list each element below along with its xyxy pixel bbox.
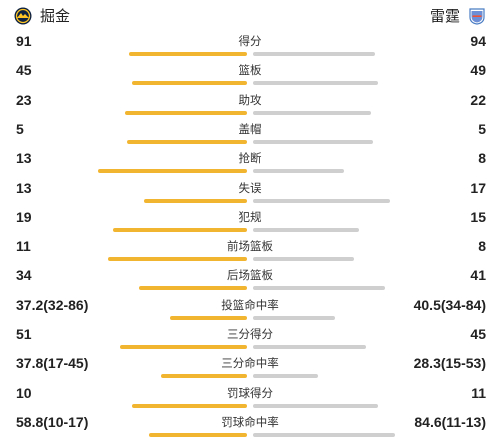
home-stat-value: 11: [16, 238, 31, 255]
stat-label: 抢断: [238, 151, 262, 166]
home-stat-bar: [149, 432, 247, 437]
away-stat-value: 49: [470, 62, 486, 79]
away-stat-bar: [253, 110, 371, 115]
away-stat-bar: [253, 257, 354, 262]
away-stat-value: 45: [470, 326, 486, 342]
home-stat-bar: [132, 81, 247, 86]
away-stat-value: 5: [478, 120, 486, 137]
home-stat-value: 58.8(10-17): [16, 413, 89, 430]
away-stat-bar: [253, 52, 375, 56]
home-stat-value: 45: [16, 62, 32, 79]
stat-label: 投篮命中率: [221, 297, 279, 312]
nuggets-logo-icon: [14, 7, 32, 25]
away-stat-value: 28.3(15-53): [413, 355, 486, 372]
away-team-name: 雷霆: [429, 7, 460, 25]
stat-label: 失误: [238, 180, 262, 195]
stat-row: 23 助攻 22: [0, 89, 500, 118]
home-stat-bar: [127, 139, 247, 144]
home-stat-bar: [161, 374, 247, 379]
stat-row: 13 抢断 8: [0, 147, 500, 176]
away-stat-value: 11: [471, 384, 486, 401]
home-stat-bar: [139, 286, 247, 291]
stat-row: 10 罚球得分 11: [0, 382, 500, 411]
home-stat-bar: [132, 403, 247, 408]
stat-label: 后场篮板: [227, 268, 273, 283]
home-stat-value: 13: [16, 179, 32, 196]
stat-row: 13 失误 17: [0, 177, 500, 206]
stat-label: 罚球得分: [227, 385, 273, 400]
stat-row: 34 后场篮板 41: [0, 264, 500, 293]
home-stat-value: 37.8(17-45): [16, 355, 89, 372]
stat-row: 5 盖帽 5: [0, 118, 500, 147]
away-stat-bar: [253, 374, 318, 379]
home-stat-value: 37.2(32-86): [16, 296, 89, 313]
stat-row: 58.8(10-17) 罚球命中率 84.6(11-13): [0, 411, 500, 440]
home-stat-value: 10: [16, 384, 32, 401]
home-stat-bar: [129, 52, 247, 56]
stat-row: 45 篮板 49: [0, 59, 500, 88]
away-stat-value: 41: [470, 267, 486, 284]
home-stat-bar: [120, 345, 247, 349]
home-team-name: 掘金: [40, 7, 71, 25]
away-stat-value: 94: [470, 33, 486, 49]
home-stat-value: 91: [16, 33, 32, 49]
away-stat-bar: [253, 169, 344, 174]
stat-row: 37.8(17-45) 三分命中率 28.3(15-53): [0, 352, 500, 381]
home-stat-value: 23: [16, 91, 32, 108]
away-stat-bar: [253, 139, 373, 144]
stat-row: 51 三分得分 45: [0, 323, 500, 352]
stat-row: 37.2(32-86) 投篮命中率 40.5(34-84): [0, 294, 500, 323]
away-stat-bar: [253, 227, 359, 232]
away-stat-value: 84.6(11-13): [414, 413, 486, 430]
stat-label: 助攻: [238, 92, 262, 107]
stat-label: 盖帽: [238, 121, 262, 136]
stat-label: 犯规: [238, 209, 262, 224]
stat-label: 前场篮板: [227, 239, 273, 254]
home-stat-bar: [98, 169, 247, 174]
stat-label: 得分: [238, 34, 262, 48]
stat-label: 三分命中率: [221, 356, 279, 371]
thunder-logo-icon: [469, 8, 485, 25]
home-stat-bar: [170, 315, 247, 320]
stat-label: 篮板: [238, 63, 262, 78]
away-stat-value: 40.5(34-84): [413, 296, 486, 313]
home-stat-value: 19: [16, 208, 32, 225]
team-header: 掘金 雷霆: [0, 0, 500, 30]
away-stat-value: 17: [470, 179, 486, 196]
away-stat-bar: [253, 198, 390, 203]
home-stat-value: 34: [16, 267, 32, 284]
away-stat-bar: [253, 81, 378, 86]
away-stat-value: 22: [470, 91, 486, 108]
away-stat-value: 15: [470, 208, 486, 225]
away-stat-bar: [253, 403, 378, 408]
home-stat-value: 13: [16, 150, 32, 167]
home-stat-value: 5: [16, 120, 24, 137]
away-stat-bar: [253, 432, 395, 437]
home-stat-bar: [113, 227, 247, 232]
home-stat-bar: [125, 110, 247, 115]
away-stat-bar: [253, 286, 385, 291]
home-stat-bar: [108, 257, 247, 262]
away-stat-bar: [253, 315, 335, 320]
home-stat-value: 51: [16, 326, 32, 342]
stat-row: 11 前场篮板 8: [0, 235, 500, 264]
stat-label: 三分得分: [227, 327, 273, 341]
away-stat-bar: [253, 345, 366, 349]
stat-row: 91 得分 94: [0, 30, 500, 59]
stat-row: 19 犯规 15: [0, 206, 500, 235]
stat-label: 罚球命中率: [221, 414, 279, 429]
home-stat-bar: [144, 198, 247, 203]
away-stat-value: 8: [478, 238, 486, 255]
away-stat-value: 8: [478, 150, 486, 167]
